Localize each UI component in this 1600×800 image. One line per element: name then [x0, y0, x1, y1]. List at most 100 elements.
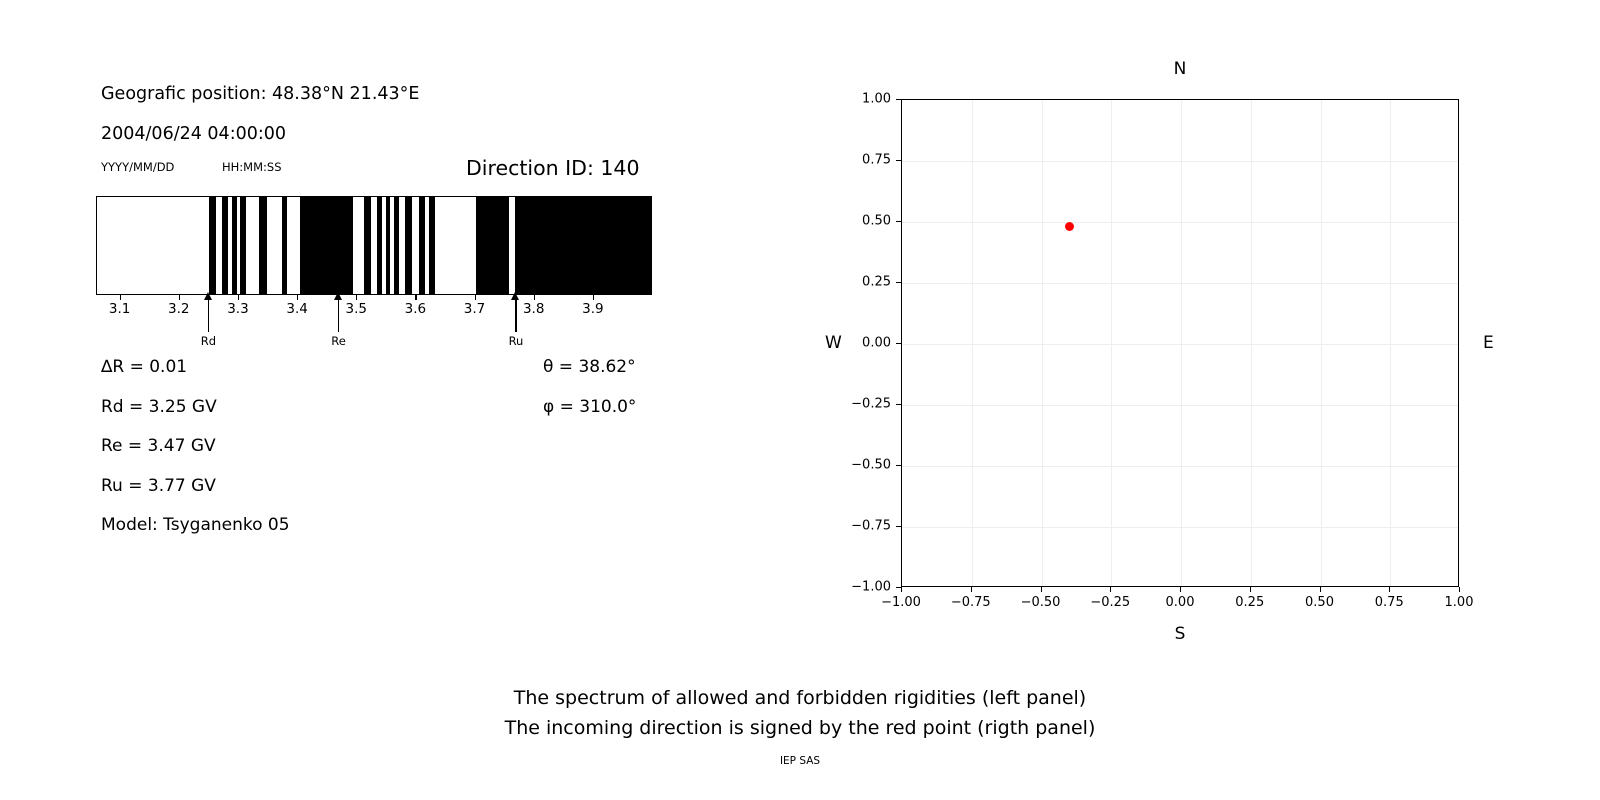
- compass-label-north: N: [1173, 59, 1187, 79]
- axis-tick-label: 3.7: [463, 301, 486, 317]
- polar-scatter-plot: [901, 99, 1459, 587]
- axis-tick-label: 3.1: [108, 301, 131, 317]
- forbidden-band: [281, 197, 288, 294]
- axis-tick-mark: [592, 295, 595, 300]
- x-axis-tick-label: −0.50: [1020, 595, 1061, 610]
- forbidden-band: [393, 197, 399, 294]
- x-axis-tick-label: −0.75: [950, 595, 991, 610]
- direction-map-panel: −1.00 −0.75 −0.50 −0.25 0.00 0.25 0.50 0.75 1.00…: [825, 40, 1550, 660]
- gridline-horizontal: [902, 466, 1458, 467]
- forbidden-band: [475, 197, 509, 294]
- x-axis-tick-label: 0.50: [1305, 595, 1334, 610]
- gridline-vertical: [1181, 100, 1182, 586]
- gridline-horizontal: [902, 161, 1458, 162]
- x-axis-tick-label: 0.25: [1235, 595, 1265, 610]
- y-axis-tick-label: −1.00: [851, 579, 891, 595]
- y-axis-tick-label: −0.50: [851, 457, 891, 473]
- axis-tick-label: 3.6: [404, 301, 427, 317]
- parameter-line: Re = 3.47 GV: [101, 436, 216, 456]
- forbidden-band: [385, 197, 391, 294]
- x-axis-tick-label: 1.00: [1444, 595, 1474, 610]
- x-axis-tick-mark: [1040, 587, 1042, 592]
- forbidden-band: [377, 197, 383, 294]
- x-axis-tick-mark: [1459, 587, 1461, 592]
- y-axis-tick-label: 1.00: [862, 91, 891, 107]
- parameter-line: Ru = 3.77 GV: [101, 475, 216, 496]
- rigidity-spectrum-panel: Geografic position: 48.38°N 21.43°E 2004…: [0, 0, 800, 660]
- caption-line-2: The incoming direction is signed by the …: [504, 717, 1096, 739]
- x-axis-tick-mark: [1180, 587, 1182, 592]
- axis-tick-label: 3.4: [286, 301, 308, 317]
- gridline-vertical: [1250, 100, 1252, 586]
- gridline-horizontal: [902, 344, 1458, 345]
- compass-label-east: E: [1483, 333, 1494, 353]
- y-axis-tick-label: −0.25: [851, 396, 891, 412]
- marker-label: Ru: [508, 334, 524, 348]
- axis-tick-mark: [297, 295, 299, 300]
- date-format-hint: YYYY/MM/DD: [101, 160, 175, 174]
- arrow-head-icon: [334, 292, 342, 300]
- y-axis-tick-mark: [896, 465, 901, 467]
- parameter-line: θ = 38.62°: [543, 357, 636, 377]
- forbidden-band: [418, 197, 425, 294]
- y-axis-tick-mark: [896, 526, 901, 528]
- axis-tick-label: 3.8: [522, 301, 545, 317]
- axis-tick-label: 3.3: [227, 301, 249, 317]
- x-axis-tick-mark: [1110, 587, 1112, 592]
- selected-direction-marker[interactable]: [1064, 222, 1074, 232]
- gridline-vertical: [1111, 100, 1113, 586]
- caption-line-1: The spectrum of allowed and forbidden ri…: [513, 687, 1087, 709]
- forbidden-band: [514, 197, 651, 294]
- y-axis-tick-mark: [896, 587, 901, 589]
- x-axis-tick-mark: [1319, 587, 1321, 592]
- arrow-stem: [515, 298, 517, 332]
- axis-tick-mark: [119, 295, 121, 300]
- gridline-horizontal: [902, 527, 1458, 528]
- direction-id-label: Direction ID: 140: [466, 156, 640, 180]
- gridline-horizontal: [902, 405, 1458, 406]
- axis-tick-mark: [178, 295, 180, 300]
- x-axis-tick-mark: [970, 587, 972, 592]
- arrow-head-icon: [511, 292, 520, 300]
- y-axis-tick-mark: [896, 160, 901, 162]
- gridline-horizontal: [902, 222, 1458, 223]
- marker-label: Re: [331, 334, 346, 348]
- y-axis-tick-label: 0.50: [862, 213, 891, 229]
- arrow-head-icon: [203, 292, 212, 300]
- axis-tick-mark: [415, 295, 417, 300]
- arrow-stem: [207, 298, 210, 332]
- gridline-horizontal: [902, 283, 1458, 284]
- forbidden-band: [259, 197, 268, 294]
- compass-label-south: S: [1174, 624, 1186, 644]
- x-axis-tick-label: 0.75: [1374, 595, 1404, 610]
- marker-label: Rd: [200, 334, 217, 348]
- y-axis-tick-label: 0.00: [862, 335, 891, 351]
- x-axis-tick-label: −0.25: [1090, 595, 1131, 610]
- forbidden-band: [231, 197, 237, 294]
- y-axis-tick-mark: [896, 221, 901, 223]
- parameter-line: ∆R = 0.01: [101, 357, 188, 377]
- x-axis-tick-mark: [901, 587, 903, 592]
- axis-tick-mark: [237, 295, 240, 300]
- x-axis-tick-label: −1.00: [881, 595, 921, 610]
- forbidden-band: [300, 197, 353, 294]
- axis-tick-mark: [474, 295, 476, 300]
- y-axis-tick-mark: [896, 99, 901, 101]
- parameter-line: φ = 310.0°: [543, 396, 637, 417]
- geographic-position-label: Geografic position: 48.38°N 21.43°E: [101, 84, 420, 104]
- forbidden-band: [209, 197, 217, 294]
- rigidity-spectrum-barcode: [96, 196, 652, 295]
- forbidden-band: [429, 197, 436, 294]
- datetime-label: 2004/06/24 04:00:00: [101, 124, 287, 144]
- x-axis-tick-mark: [1389, 587, 1391, 592]
- gridline-vertical: [971, 100, 973, 586]
- gridline-vertical: [1041, 100, 1043, 586]
- parameter-line: Model: Tsyganenko 05: [101, 515, 290, 535]
- forbidden-band: [364, 197, 372, 294]
- y-axis-tick-mark: [896, 404, 901, 406]
- forbidden-band: [222, 197, 229, 294]
- y-axis-tick-mark: [896, 282, 901, 284]
- gridline-vertical: [1320, 100, 1322, 586]
- axis-tick-label: 3.2: [168, 301, 190, 317]
- forbidden-band: [240, 197, 247, 294]
